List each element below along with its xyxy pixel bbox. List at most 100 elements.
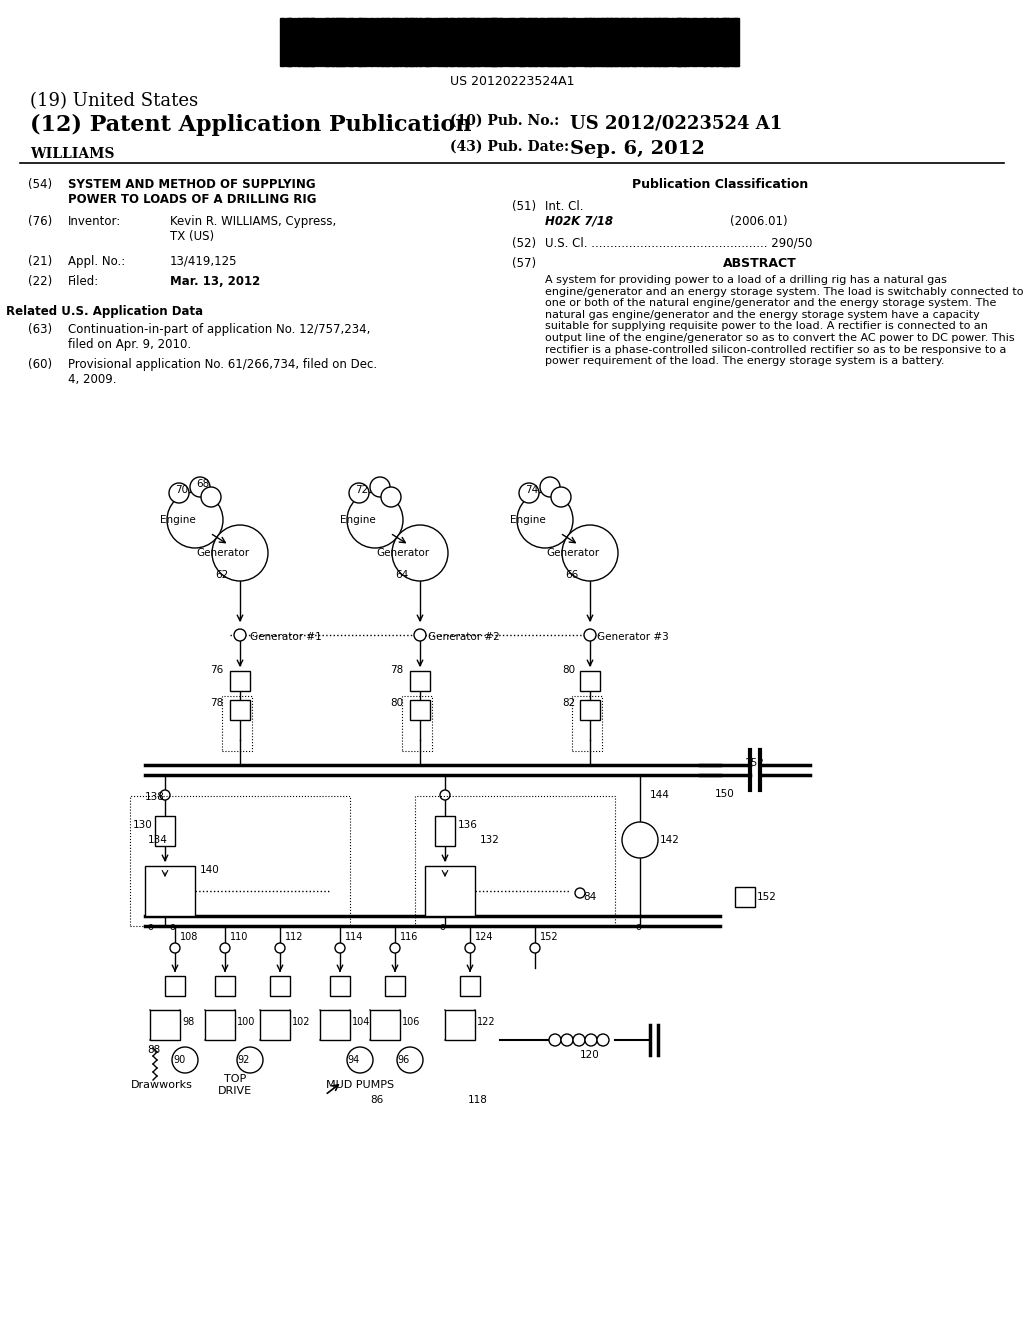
Text: 84: 84: [583, 892, 596, 902]
Bar: [684, 18, 686, 66]
Circle shape: [517, 492, 573, 548]
Bar: [466, 18, 467, 66]
Bar: [508, 18, 510, 66]
Bar: [610, 18, 611, 66]
Bar: [516, 18, 517, 66]
Bar: [658, 18, 660, 66]
Text: 110: 110: [230, 932, 249, 942]
Text: 118: 118: [468, 1096, 487, 1105]
Bar: [675, 18, 679, 66]
Circle shape: [349, 483, 369, 503]
Text: 140: 140: [200, 865, 220, 875]
Bar: [665, 18, 669, 66]
Bar: [441, 18, 443, 66]
Text: WILLIAMS: WILLIAMS: [30, 147, 115, 161]
Bar: [663, 18, 666, 66]
Circle shape: [201, 487, 221, 507]
Bar: [313, 18, 314, 66]
Bar: [416, 18, 417, 66]
Bar: [376, 18, 379, 66]
Bar: [378, 18, 380, 66]
Bar: [506, 18, 507, 66]
Text: U.S. Cl. ............................................... 290/50: U.S. Cl. ...............................…: [545, 238, 812, 249]
Circle shape: [597, 1034, 609, 1045]
Bar: [415, 796, 615, 927]
Bar: [731, 18, 735, 66]
Bar: [155, 816, 175, 846]
Text: (52): (52): [512, 238, 537, 249]
Bar: [380, 18, 383, 66]
Bar: [385, 975, 406, 997]
Bar: [303, 18, 306, 66]
Bar: [370, 18, 372, 66]
Text: US 20120223524A1: US 20120223524A1: [450, 75, 574, 88]
Text: 92: 92: [238, 1055, 250, 1065]
Bar: [324, 18, 328, 66]
Bar: [554, 18, 557, 66]
Circle shape: [519, 483, 539, 503]
Bar: [572, 696, 602, 751]
Bar: [319, 1010, 350, 1040]
Circle shape: [160, 789, 170, 800]
Bar: [403, 18, 407, 66]
Text: 78: 78: [210, 698, 223, 708]
Bar: [623, 18, 626, 66]
Circle shape: [573, 1034, 585, 1045]
Bar: [422, 18, 423, 66]
Bar: [534, 18, 537, 66]
Bar: [634, 18, 636, 66]
Circle shape: [381, 487, 401, 507]
Bar: [694, 18, 696, 66]
Text: ABSTRACT: ABSTRACT: [723, 257, 797, 271]
Circle shape: [397, 1047, 423, 1073]
Text: 94: 94: [348, 1055, 360, 1065]
Text: (19) United States: (19) United States: [30, 92, 198, 110]
Bar: [230, 671, 250, 690]
Bar: [297, 18, 300, 66]
Bar: [366, 18, 367, 66]
Text: 142: 142: [660, 836, 680, 845]
Bar: [406, 18, 408, 66]
Text: 152: 152: [745, 758, 765, 768]
Bar: [330, 18, 334, 66]
Bar: [322, 18, 323, 66]
Bar: [604, 18, 607, 66]
Circle shape: [212, 525, 268, 581]
Bar: [592, 18, 595, 66]
Text: SYSTEM AND METHOD OF SUPPLYING
POWER TO LOADS OF A DRILLING RIG: SYSTEM AND METHOD OF SUPPLYING POWER TO …: [68, 178, 316, 206]
Bar: [385, 18, 388, 66]
Bar: [399, 18, 401, 66]
Bar: [580, 700, 600, 719]
Bar: [460, 975, 480, 997]
Bar: [588, 18, 591, 66]
Circle shape: [275, 942, 285, 953]
Text: Publication Classification: Publication Classification: [632, 178, 808, 191]
Bar: [370, 1010, 400, 1040]
Bar: [735, 887, 755, 907]
Bar: [430, 18, 432, 66]
Circle shape: [562, 525, 618, 581]
Bar: [552, 18, 554, 66]
Bar: [345, 18, 346, 66]
Bar: [374, 18, 375, 66]
Text: 104: 104: [352, 1016, 371, 1027]
Text: Generator: Generator: [197, 548, 250, 558]
Bar: [713, 18, 714, 66]
Text: TOP
DRIVE: TOP DRIVE: [218, 1074, 252, 1096]
Text: 64: 64: [395, 570, 409, 579]
Bar: [437, 18, 439, 66]
Bar: [572, 18, 575, 66]
Bar: [686, 18, 688, 66]
Bar: [270, 975, 290, 997]
Bar: [608, 18, 611, 66]
Text: 80: 80: [390, 698, 403, 708]
Bar: [319, 18, 321, 66]
Bar: [719, 18, 720, 66]
Bar: [401, 18, 402, 66]
Text: Sep. 6, 2012: Sep. 6, 2012: [570, 140, 705, 158]
Text: 66: 66: [565, 570, 579, 579]
Bar: [638, 18, 640, 66]
Text: 138: 138: [145, 792, 165, 803]
Bar: [612, 18, 615, 66]
Bar: [660, 18, 664, 66]
